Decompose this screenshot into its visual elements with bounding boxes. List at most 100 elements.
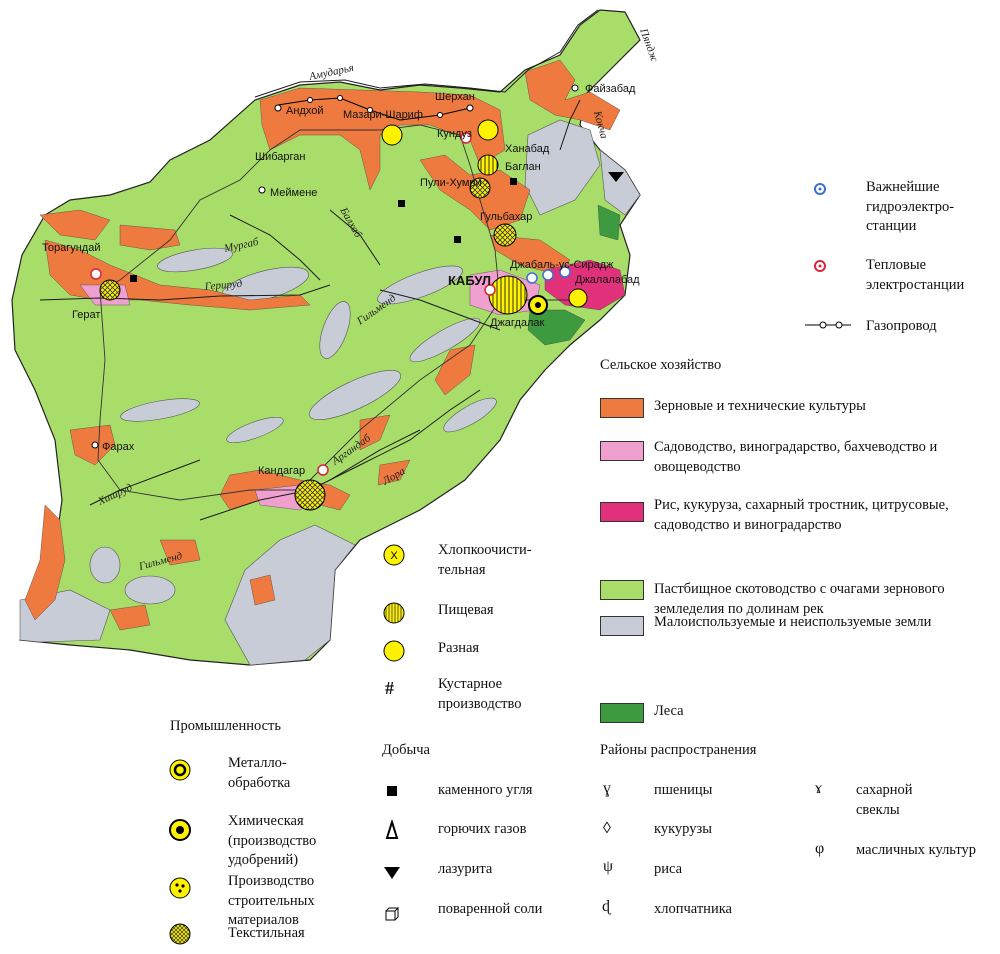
city-jagdalak: Джагдалак — [490, 317, 545, 329]
industry-handicraft: Кустарное производство — [438, 676, 522, 712]
textile-icon — [169, 923, 191, 945]
city-baglan: Баглан — [505, 161, 541, 173]
pulikhumri-industry-marker — [469, 177, 491, 199]
salt-icon — [385, 907, 400, 921]
coal-markers — [130, 178, 517, 282]
corn-icon: ◊ — [603, 820, 611, 837]
river-lines — [39, 9, 599, 521]
gas-pipeline — [277, 95, 471, 121]
gas-deposit-icon — [385, 820, 399, 839]
lapis-icon — [384, 867, 400, 879]
crop-corn: кукурузы — [654, 821, 712, 837]
industry-misc: Разная — [438, 640, 480, 656]
agri-item-garden: Садоводство, виноградарство, бахчеводств… — [654, 439, 938, 475]
city-herat: Герат — [72, 309, 100, 321]
baglan-industry-marker — [477, 154, 499, 176]
crop-rice: риса — [654, 861, 683, 877]
gulbahar-industry-marker — [493, 223, 517, 247]
city-kunduz: Кундуз — [437, 128, 472, 140]
agri-item-grain: Зерновые и технические культуры — [654, 398, 866, 414]
misc-industry-icon — [383, 640, 405, 662]
city-faizabad: Файзабад — [585, 83, 636, 95]
city-pulikhumri: Пули-Хумри — [420, 177, 482, 189]
city-jalalabad: Джалалабад — [575, 274, 640, 286]
oilseed-icon: φ — [815, 840, 825, 857]
river-amudarya: Амударья — [307, 62, 355, 83]
river-pyanj: Пяндж — [637, 26, 661, 64]
kandahar-industry-marker — [294, 479, 326, 511]
crop-wheat: пшеницы — [654, 782, 713, 798]
handicraft-icon: # — [385, 678, 394, 698]
thermal-station-icon — [814, 260, 826, 272]
city-maimana: Меймене — [270, 187, 317, 199]
city-mazar: Мазари-Шариф — [343, 109, 423, 121]
mining-coal: каменного угля — [438, 782, 533, 798]
industry-markers — [99, 119, 588, 511]
crops-title: Районы распространения — [600, 742, 757, 758]
city-kabul: КАБУЛ — [448, 273, 491, 288]
crop-cotton: хлопчатника — [654, 901, 732, 917]
chemical-icon — [169, 819, 191, 841]
city-khanabad: Ханабад — [505, 143, 550, 155]
coal-icon — [387, 786, 397, 796]
industry-cotton: Хлопкоочисти-тельная — [438, 542, 532, 578]
city-gulbahar: Гульбахар — [480, 211, 532, 223]
sugar-beet-icon: ɤ — [815, 780, 823, 797]
cotton-icon: X — [383, 544, 405, 566]
city-kandahar: Кандагар — [258, 465, 305, 477]
crop-oilseed: масличных культур — [856, 842, 977, 858]
mazar-industry-marker — [381, 124, 403, 146]
construction-materials-icon — [169, 877, 191, 899]
unused-swatch — [600, 616, 644, 636]
power-station-markers — [90, 132, 571, 476]
city-torgundi: Торагундай — [42, 242, 100, 254]
city-jabal: Джабаль-ус-Сирадж — [510, 259, 614, 271]
kabul-industry-marker — [488, 275, 528, 315]
agri-item-unused: Малоиспользуемые и неиспользуемые земли — [654, 614, 932, 630]
industry-chemical: Химическая (производство удобрений) — [228, 813, 317, 869]
unused-land-areas — [19, 119, 641, 666]
city-andkhoy: Андхой — [286, 105, 323, 117]
metalwork-icon — [169, 759, 191, 781]
lapis-marker — [608, 172, 624, 182]
forest-areas — [527, 204, 621, 346]
jalalabad-industry-marker — [568, 288, 588, 308]
industry-metal: Металло-обработка — [228, 755, 291, 791]
rice-icon: ψ — [603, 858, 614, 875]
city-dots — [91, 84, 579, 449]
herat-industry-marker — [99, 279, 121, 301]
city-farah: Фарах — [102, 441, 135, 453]
legend-gas: Газопровод — [866, 318, 937, 334]
agri-item-rice: Рис, кукуруза, сахарный тростник, цитрус… — [654, 497, 949, 533]
agri-item-forest: Леса — [654, 703, 684, 719]
forest-swatch — [600, 703, 644, 723]
crop-sugarbeet: сахарной свеклы — [856, 782, 913, 818]
grain-swatch — [600, 398, 644, 418]
mining-lapis: лазурита — [438, 861, 493, 877]
food-industry-icon — [383, 602, 405, 624]
industry-food: Пищевая — [438, 602, 494, 618]
mining-title: Добыча — [382, 742, 430, 758]
cotton-crop-icon: ɖ — [602, 898, 610, 915]
agri-item-pasture: Пастбищное скотоводство с очагами зернов… — [654, 581, 945, 617]
mining-salt: поваренной соли — [438, 901, 543, 917]
river-harirud: Герируд — [203, 278, 243, 293]
industry-textile: Текстильная — [228, 925, 305, 941]
pasture-swatch — [600, 580, 644, 600]
city-shibargan: Шибарган — [255, 151, 305, 163]
garden-swatch — [600, 441, 644, 461]
mining-gas: горючих газов — [438, 821, 527, 837]
industry-construction: Производство строительных материалов — [228, 873, 315, 929]
agri-title: Сельское хозяйство — [600, 357, 722, 373]
hydro-station-icon — [814, 183, 826, 195]
wheat-icon: ɣ — [603, 780, 611, 797]
city-sherkhan: Шерхан — [435, 91, 475, 103]
svg-text:X: X — [390, 550, 398, 562]
kunduz-industry-marker — [477, 119, 499, 141]
pipeline-icon — [805, 321, 851, 329]
legend-thermal: Тепловые электростанции — [866, 257, 965, 293]
legend-hydro: Важнейшие гидроэлектро-станции — [866, 179, 955, 235]
industry-title: Промышленность — [170, 718, 281, 734]
rice-swatch — [600, 502, 644, 522]
